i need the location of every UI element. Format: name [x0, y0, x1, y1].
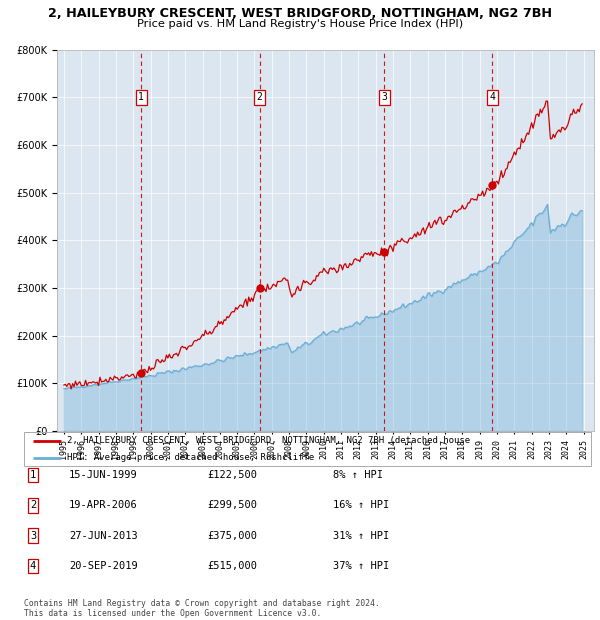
Text: £122,500: £122,500 [207, 470, 257, 480]
Text: £299,500: £299,500 [207, 500, 257, 510]
Text: 37% ↑ HPI: 37% ↑ HPI [333, 561, 389, 571]
Text: 8% ↑ HPI: 8% ↑ HPI [333, 470, 383, 480]
Text: 4: 4 [30, 561, 36, 571]
Text: 3: 3 [381, 92, 387, 102]
Text: 1: 1 [138, 92, 144, 102]
Text: 16% ↑ HPI: 16% ↑ HPI [333, 500, 389, 510]
Text: 2: 2 [30, 500, 36, 510]
Text: 1: 1 [30, 470, 36, 480]
Text: 2, HAILEYBURY CRESCENT, WEST BRIDGFORD, NOTTINGHAM, NG2 7BH: 2, HAILEYBURY CRESCENT, WEST BRIDGFORD, … [48, 7, 552, 20]
Text: Contains HM Land Registry data © Crown copyright and database right 2024.
This d: Contains HM Land Registry data © Crown c… [24, 599, 380, 618]
Text: 3: 3 [30, 531, 36, 541]
Text: 31% ↑ HPI: 31% ↑ HPI [333, 531, 389, 541]
Text: £515,000: £515,000 [207, 561, 257, 571]
Text: Price paid vs. HM Land Registry's House Price Index (HPI): Price paid vs. HM Land Registry's House … [137, 19, 463, 29]
Text: 19-APR-2006: 19-APR-2006 [69, 500, 138, 510]
Text: 20-SEP-2019: 20-SEP-2019 [69, 561, 138, 571]
Text: 27-JUN-2013: 27-JUN-2013 [69, 531, 138, 541]
Text: 2: 2 [257, 92, 263, 102]
Text: 2, HAILEYBURY CRESCENT, WEST BRIDGFORD, NOTTINGHAM, NG2 7BH (detached house: 2, HAILEYBURY CRESCENT, WEST BRIDGFORD, … [67, 436, 470, 445]
Text: HPI: Average price, detached house, Rushcliffe: HPI: Average price, detached house, Rush… [67, 453, 314, 463]
Text: £375,000: £375,000 [207, 531, 257, 541]
Text: 15-JUN-1999: 15-JUN-1999 [69, 470, 138, 480]
Text: 4: 4 [489, 92, 495, 102]
